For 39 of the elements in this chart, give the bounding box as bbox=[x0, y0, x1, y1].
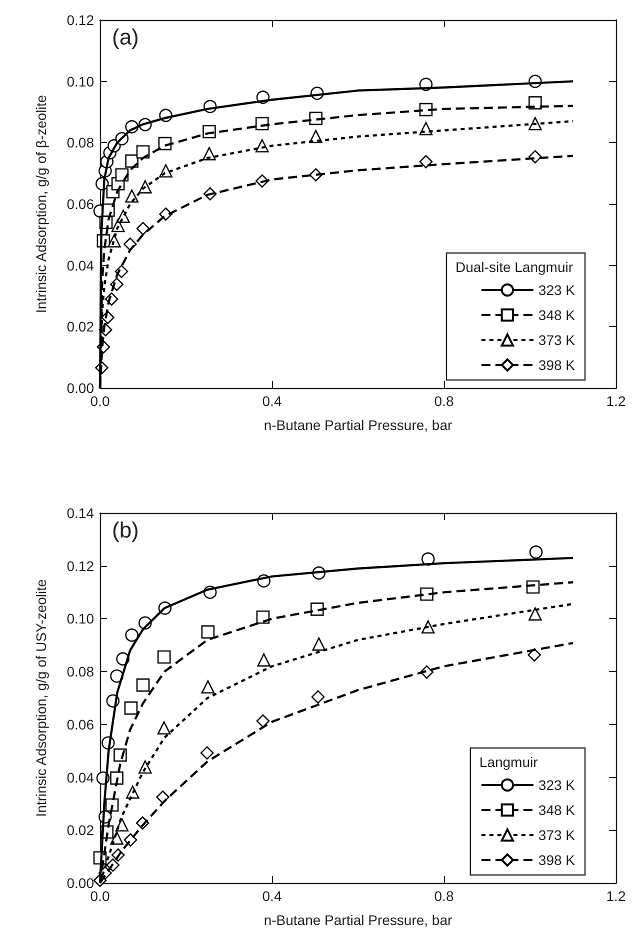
legend-label: 398 K bbox=[538, 852, 576, 868]
y-tick-label: 0.00 bbox=[66, 875, 94, 891]
chart-title: (a) bbox=[112, 24, 139, 50]
x-tick-label: 0.0 bbox=[90, 888, 110, 904]
legend-label: 323 K bbox=[538, 282, 576, 298]
y-axis-title: Intrinsic Adsorption, g/g of β-zeolite bbox=[33, 94, 49, 314]
legend-label: 323 K bbox=[538, 777, 576, 793]
chart-title: (b) bbox=[112, 518, 139, 542]
y-tick-label: 0.08 bbox=[66, 664, 94, 680]
x-tick-label: 0.0 bbox=[90, 393, 110, 409]
x-tick-label: 0.4 bbox=[262, 888, 282, 904]
legend-label: 373 K bbox=[538, 827, 576, 843]
y-tick-label: 0.08 bbox=[66, 134, 94, 151]
y-tick-label: 0.10 bbox=[66, 73, 94, 90]
y-tick-label: 0.04 bbox=[66, 257, 94, 274]
legend-title: Langmuir bbox=[479, 754, 538, 770]
y-tick-label: 0.06 bbox=[66, 196, 94, 212]
y-tick-label: 0.14 bbox=[66, 505, 94, 521]
legend-label: 348 K bbox=[538, 802, 576, 818]
y-tick-label: 0.02 bbox=[66, 822, 94, 838]
x-axis-title: n-Butane Partial Pressure, bar bbox=[264, 912, 452, 928]
legend-label: 373 K bbox=[538, 332, 576, 348]
y-tick-label: 0.12 bbox=[66, 12, 94, 28]
y-axis-title: Intrinsic Adsorption, g/g of USY-zeolite bbox=[33, 578, 49, 817]
x-tick-label: 1.2 bbox=[606, 888, 626, 904]
x-tick-label: 0.4 bbox=[262, 393, 282, 409]
y-tick-label: 0.10 bbox=[66, 610, 94, 627]
legend-label: 398 K bbox=[538, 357, 576, 373]
y-tick-label: 0.00 bbox=[66, 380, 94, 396]
y-tick-label: 0.12 bbox=[66, 558, 94, 574]
x-tick-label: 1.2 bbox=[606, 393, 626, 409]
legend-title: Dual-site Langmuir bbox=[456, 259, 574, 275]
x-axis-title: n-Butane Partial Pressure, bar bbox=[264, 417, 452, 433]
x-tick-label: 0.8 bbox=[434, 888, 454, 904]
legend-label: 348 K bbox=[538, 307, 576, 323]
x-tick-label: 0.8 bbox=[434, 393, 454, 409]
y-tick-label: 0.02 bbox=[66, 318, 94, 335]
y-tick-label: 0.04 bbox=[66, 769, 94, 786]
y-tick-label: 0.06 bbox=[66, 716, 94, 732]
